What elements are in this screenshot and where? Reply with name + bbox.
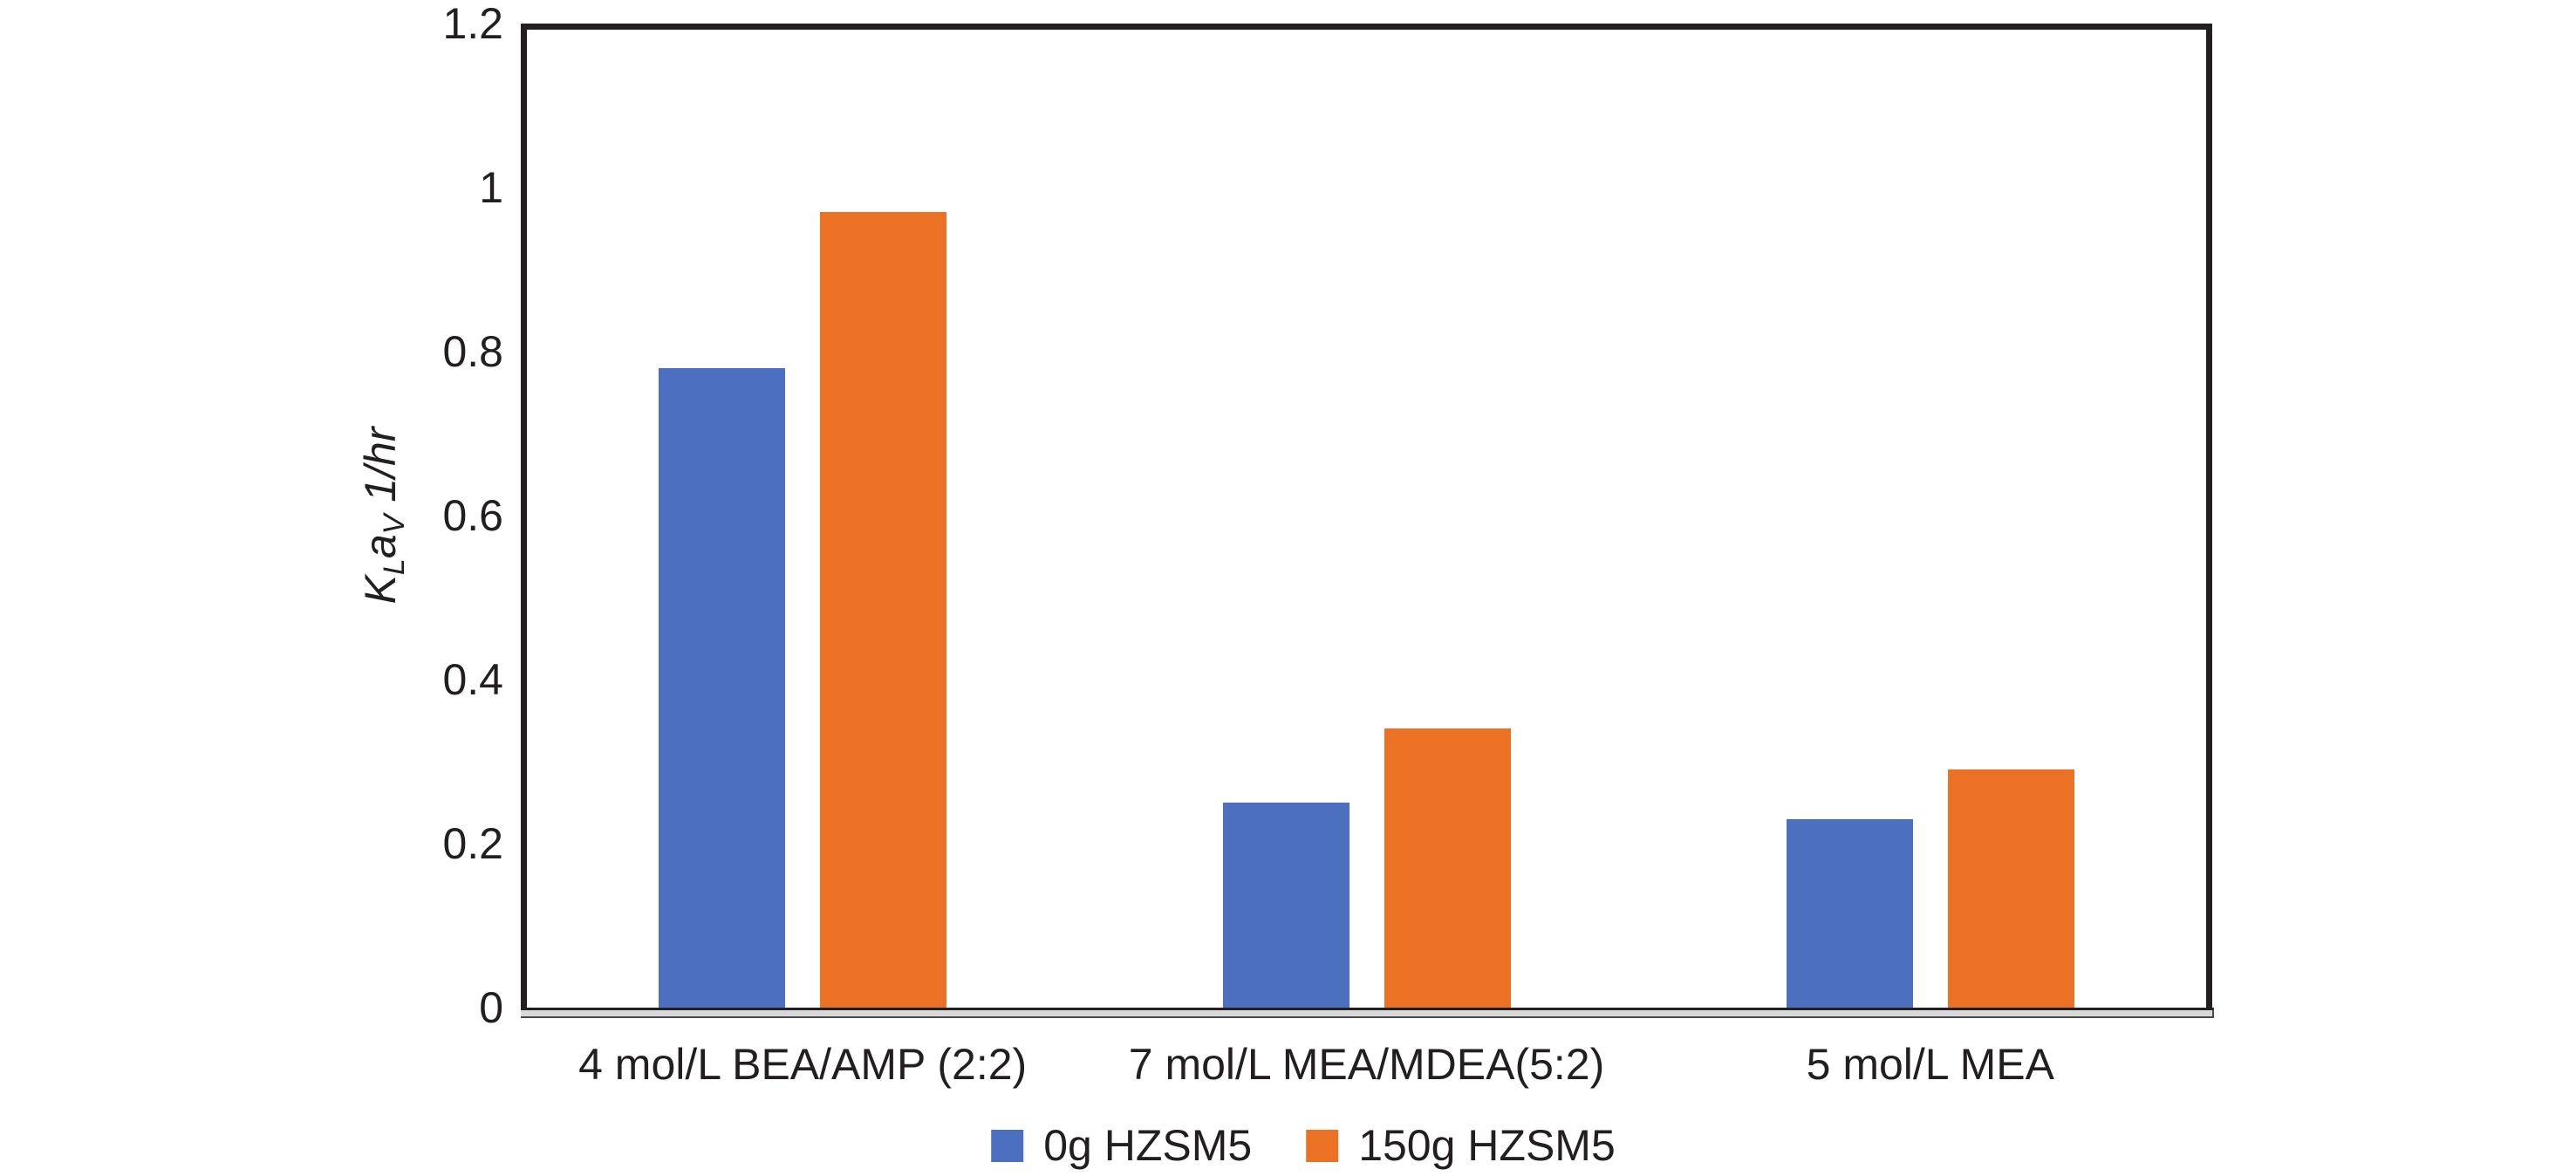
bar-series-1-category-3 bbox=[1787, 819, 1913, 1008]
bar-series-1-category-1 bbox=[659, 368, 785, 1008]
y-tick-label-1.2: 1.2 bbox=[442, 0, 503, 48]
y-axis-title-subscript: L bbox=[377, 558, 411, 576]
bar-series-2-category-2 bbox=[1384, 728, 1511, 1008]
y-axis-title-subscript: V bbox=[377, 514, 411, 535]
x-category-label-1: 4 mol/L BEA/AMP (2:2) bbox=[578, 1040, 1028, 1089]
legend-item-2: 150g HZSM5 bbox=[1306, 1124, 1616, 1167]
bar-series-1-category-2 bbox=[1223, 803, 1349, 1008]
y-tick-label-0.2: 0.2 bbox=[442, 819, 503, 868]
bar-series-2-category-1 bbox=[820, 212, 946, 1008]
x-category-label-3: 5 mol/L MEA bbox=[1806, 1040, 2055, 1089]
y-tick-label-0.8: 0.8 bbox=[442, 327, 503, 376]
legend-swatch-icon bbox=[991, 1129, 1024, 1162]
legend-label: 0g HZSM5 bbox=[1043, 1121, 1253, 1170]
y-tick-label-0: 0 bbox=[479, 983, 503, 1032]
y-axis-title-text: K bbox=[356, 575, 406, 605]
x-axis-baseline bbox=[521, 1008, 2214, 1018]
y-tick-label-0.6: 0.6 bbox=[442, 491, 503, 540]
y-axis-title: KLaV 1/hr bbox=[356, 427, 411, 605]
plot-area-frame bbox=[521, 24, 2212, 1008]
y-tick-label-1: 1 bbox=[479, 163, 503, 212]
y-tick-label-0.4: 0.4 bbox=[442, 655, 503, 704]
x-category-label-2: 7 mol/L MEA/MDEA(5:2) bbox=[1128, 1040, 1605, 1089]
y-axis-title-text: a bbox=[356, 534, 406, 559]
legend-label: 150g HZSM5 bbox=[1358, 1121, 1616, 1170]
legend: 0g HZSM5 150g HZSM5 bbox=[991, 1124, 1616, 1167]
bar-series-2-category-3 bbox=[1948, 769, 2074, 1008]
legend-item-1: 0g HZSM5 bbox=[991, 1124, 1252, 1167]
y-axis-title-text: 1/hr bbox=[356, 427, 406, 515]
legend-swatch-icon bbox=[1306, 1129, 1339, 1162]
